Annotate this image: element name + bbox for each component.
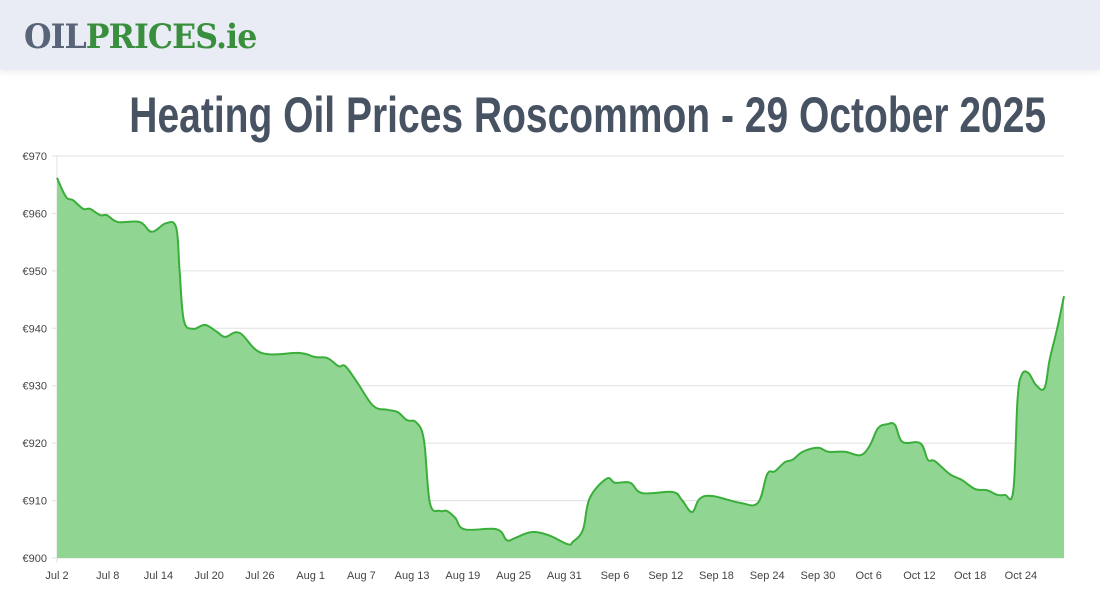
y-tick-label: €900 <box>23 553 47 565</box>
y-tick-label: €940 <box>23 323 47 335</box>
x-tick-label: Sep 24 <box>750 570 785 582</box>
y-axis: €900 €910 €920 €930 €940 €950 €960 €970 <box>23 151 47 565</box>
y-tick-label: €920 <box>23 438 47 450</box>
logo-prices-text: PRICES.ie <box>85 17 258 57</box>
x-tick-label: Jul 8 <box>96 570 119 582</box>
x-axis: Jul 2 Jul 8 Jul 14 Jul 20 Jul 26 Aug 1 Aug 7 Au… <box>45 570 1037 582</box>
logo-oil-text: OIL <box>24 17 87 57</box>
x-tick-label: Aug 13 <box>395 570 430 582</box>
price-area-fill <box>57 177 1064 558</box>
page-title: Heating Oil Prices Roscommon - 29 Octobe… <box>0 84 1100 146</box>
x-tick-label: Jul 20 <box>195 570 224 582</box>
x-tick-label: Sep 6 <box>601 570 630 582</box>
x-tick-label: Sep 18 <box>699 570 734 582</box>
y-tick-label: €910 <box>23 496 47 508</box>
x-tick-label: Oct 24 <box>1005 570 1037 582</box>
x-tick-label: Aug 7 <box>347 570 376 582</box>
x-tick-label: Aug 31 <box>547 570 582 582</box>
x-tick-label: Jul 26 <box>245 570 274 582</box>
x-tick-label: Aug 19 <box>445 570 480 582</box>
site-logo[interactable]: OILPRICES.ie <box>24 17 258 57</box>
x-tick-label: Jul 14 <box>144 570 173 582</box>
x-tick-label: Sep 12 <box>648 570 683 582</box>
x-tick-label: Sep 30 <box>801 570 836 582</box>
y-tick-label: €930 <box>23 381 47 393</box>
page-title-text: Heating Oil Prices Roscommon - 29 Octobe… <box>129 87 1047 143</box>
x-tick-label: Jul 2 <box>45 570 68 582</box>
x-tick-label: Aug 1 <box>296 570 325 582</box>
y-tick-label: €970 <box>23 151 47 163</box>
x-tick-label: Oct 6 <box>856 570 882 582</box>
y-tick-label: €950 <box>23 266 47 278</box>
x-tick-label: Oct 12 <box>903 570 935 582</box>
site-header: OILPRICES.ie <box>0 0 1100 70</box>
price-line[interactable] <box>56 177 1065 546</box>
y-tick-label: €960 <box>23 208 47 220</box>
x-tick-label: Oct 18 <box>954 570 986 582</box>
x-tick-label: Aug 25 <box>496 570 531 582</box>
